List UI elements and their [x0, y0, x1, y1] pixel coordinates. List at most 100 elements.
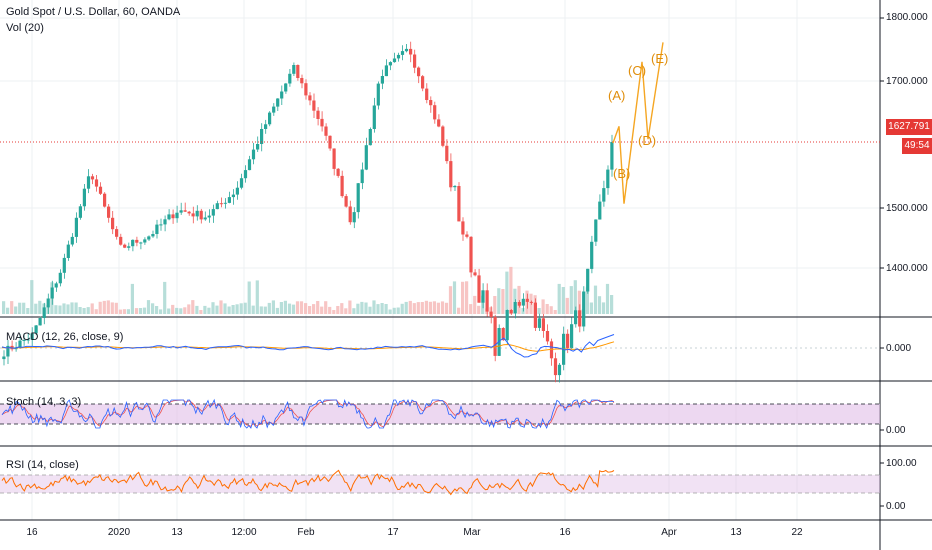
volume-bar: [275, 307, 279, 314]
volume-bar: [577, 290, 581, 314]
volume-bar: [380, 303, 384, 314]
candle: [107, 206, 111, 218]
volume-bar: [348, 300, 352, 314]
candle: [82, 188, 86, 207]
candle: [570, 324, 574, 349]
volume-bar: [432, 301, 436, 314]
volume-bar: [94, 309, 98, 314]
candle: [203, 217, 207, 220]
volume-label: Vol (20): [6, 22, 44, 34]
candle: [119, 236, 123, 245]
candle: [30, 333, 34, 340]
volume-bar: [255, 280, 259, 314]
x-tick: Apr: [661, 527, 677, 538]
volume-bar: [155, 306, 159, 314]
y-tick-1400: 1400.000: [886, 263, 928, 274]
volume-bar: [70, 302, 74, 314]
candle: [62, 257, 66, 273]
volume-bar: [477, 305, 481, 314]
candle: [276, 98, 280, 107]
volume-bar: [316, 301, 320, 314]
candle: [6, 345, 10, 357]
volume-bar: [605, 283, 610, 314]
volume-bar: [6, 307, 10, 314]
volume-bar: [14, 306, 18, 314]
candle: [300, 78, 304, 84]
countdown-tag: 49:54: [902, 138, 932, 154]
candle: [272, 106, 276, 113]
candle: [147, 236, 151, 240]
volume-bar: [187, 304, 191, 314]
candle: [191, 213, 195, 217]
volume-bar: [593, 285, 598, 314]
x-tick: Feb: [297, 527, 315, 538]
candle: [171, 214, 175, 219]
volume-bar: [134, 308, 139, 314]
candle: [163, 219, 167, 225]
candle: [151, 234, 155, 237]
volume-bar: [118, 309, 122, 314]
volume-bar: [517, 285, 521, 314]
volume-bar: [372, 300, 376, 314]
candle: [127, 246, 131, 248]
volume-bar: [167, 308, 171, 314]
volume-bar: [404, 301, 408, 314]
candle: [465, 234, 469, 237]
candle: [292, 65, 296, 74]
candle: [537, 318, 541, 328]
volume-bar: [82, 308, 86, 314]
volume-bar: [211, 302, 215, 314]
candle: [70, 236, 74, 245]
wave-projection-line: [612, 42, 664, 204]
volume-bar: [312, 304, 316, 314]
candle: [304, 83, 308, 96]
volume-bar: [251, 305, 255, 314]
candle: [231, 194, 235, 198]
candle: [22, 340, 26, 341]
volume-bar: [78, 307, 82, 314]
candle: [413, 54, 417, 68]
candle: [86, 176, 91, 189]
volume-bar: [283, 300, 287, 314]
x-tick: 13: [730, 527, 742, 538]
candle: [280, 91, 284, 99]
volume-bar: [291, 304, 296, 314]
candle: [533, 302, 537, 328]
wave-label-b: (B): [613, 166, 631, 181]
candle: [594, 219, 598, 242]
volume-bar: [457, 307, 461, 314]
volume-bar: [428, 301, 432, 314]
candle: [578, 310, 582, 327]
volume-bar: [191, 300, 195, 314]
candle: [513, 302, 517, 314]
candle: [143, 239, 147, 243]
candle: [256, 144, 260, 150]
candle: [545, 331, 550, 342]
candle: [445, 145, 449, 162]
volume-bar: [219, 300, 223, 314]
rsi-band: [0, 475, 880, 493]
candle: [251, 149, 256, 160]
candle: [352, 212, 356, 223]
candle: [78, 206, 82, 218]
volume-bar: [308, 306, 312, 314]
volume-bar: [263, 306, 267, 314]
candle: [368, 129, 372, 146]
candle: [215, 203, 219, 210]
candle: [312, 100, 316, 111]
volume-bar: [175, 307, 179, 314]
volume-bar: [356, 303, 360, 314]
volume-bar: [569, 286, 573, 314]
volume-bar: [299, 301, 304, 314]
volume-bar: [392, 307, 396, 314]
candle: [159, 224, 163, 226]
candle: [14, 347, 18, 350]
volume-bar: [412, 303, 416, 314]
candle: [400, 51, 405, 55]
volume-bar: [287, 303, 292, 314]
volume-bar: [231, 305, 235, 314]
candle: [493, 316, 497, 356]
candle: [111, 217, 115, 230]
volume-bar: [589, 302, 593, 314]
